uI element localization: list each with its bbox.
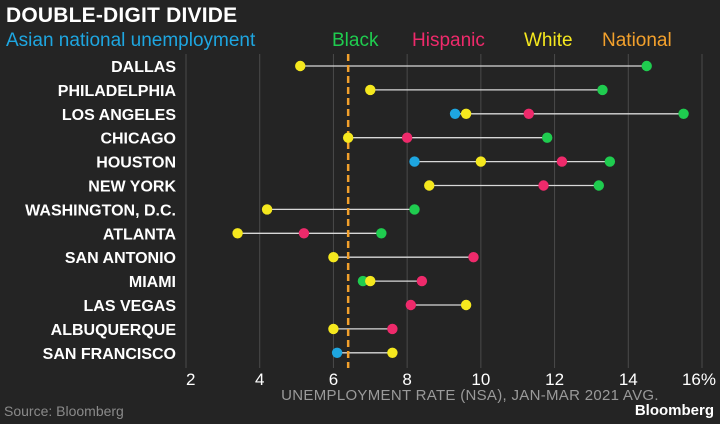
dot-black-6	[409, 204, 420, 215]
dot-white-10	[460, 299, 472, 311]
dot-white-1	[365, 84, 376, 96]
city-label-6: WASHINGTON, D.C.	[25, 202, 176, 219]
dot-black-4	[604, 156, 616, 167]
x-tick-label-14: 14	[619, 370, 638, 389]
dot-white-0	[295, 60, 306, 72]
dot-hispanic-9	[416, 275, 428, 287]
dot-asian-4	[409, 156, 420, 167]
chart-title: DOUBLE-DIGIT DIVIDE	[6, 4, 238, 27]
x-tick-label-12: 12	[545, 370, 564, 389]
dot-hispanic-3	[401, 132, 413, 143]
dot-white-5	[424, 180, 435, 191]
source-note: Source: Bloomberg	[4, 403, 124, 419]
x-tick-label-6: 6	[329, 370, 338, 389]
dot-black-0	[641, 60, 652, 72]
city-label-11: ALBUQUERQUE	[51, 322, 177, 339]
x-tick-label-2: 2	[186, 370, 195, 389]
dot-white-11	[328, 323, 339, 335]
dot-black-7	[376, 228, 387, 239]
dot-white-6	[261, 204, 273, 215]
city-label-9: MIAMI	[129, 274, 176, 291]
x-axis-label: UNEMPLOYMENT RATE (NSA), JAN-MAR 2021 AV…	[281, 387, 659, 404]
city-label-3: CHICAGO	[100, 131, 176, 148]
dot-white-4	[475, 156, 487, 167]
x-tick-label-16: 16%	[682, 370, 716, 389]
legend: Asian national unemployment Black Hispan…	[6, 30, 712, 54]
x-tick-label-8: 8	[402, 370, 411, 389]
dot-hispanic-7	[298, 228, 310, 239]
x-tick-label-10: 10	[471, 370, 490, 389]
city-label-12: SAN FRANCISCO	[43, 346, 176, 363]
legend-national: National	[602, 30, 672, 51]
dot-black-3	[542, 132, 553, 143]
dot-hispanic-11	[387, 323, 398, 335]
dot-white-8	[328, 252, 339, 263]
legend-black: Black	[332, 30, 379, 51]
dot-white-7	[232, 228, 243, 239]
dot-hispanic-5	[538, 180, 549, 191]
dot-white-3	[342, 132, 354, 143]
city-label-4: HOUSTON	[96, 155, 176, 172]
city-label-8: SAN ANTONIO	[65, 250, 176, 267]
brand-logo: Bloomberg	[634, 402, 714, 419]
dot-black-9	[357, 275, 369, 287]
dot-black-1	[597, 84, 608, 96]
dot-black-2	[678, 108, 689, 120]
dot-hispanic-8	[468, 252, 479, 263]
city-label-7: ATLANTA	[103, 226, 177, 243]
legend-asian: Asian national unemployment	[6, 30, 256, 51]
city-label-2: LOS ANGELES	[62, 107, 176, 124]
city-label-0: DALLAS	[111, 59, 176, 76]
dot-hispanic-4	[556, 156, 568, 167]
dot-white-2	[460, 108, 472, 120]
dot-hispanic-10	[405, 299, 417, 311]
legend-white: White	[524, 30, 573, 51]
legend-hispanic: Hispanic	[412, 30, 485, 51]
dot-black-5	[593, 180, 604, 191]
city-label-5: NEW YORK	[88, 179, 176, 196]
dot-asian-2	[449, 108, 461, 120]
dot-hispanic-2	[523, 108, 534, 120]
x-tick-label-4: 4	[255, 370, 264, 389]
dot-white-12	[387, 347, 398, 358]
dot-white-9	[365, 275, 376, 287]
city-label-10: LAS VEGAS	[84, 298, 177, 315]
dot-asian-12	[331, 347, 343, 358]
city-label-1: PHILADELPHIA	[58, 83, 177, 100]
